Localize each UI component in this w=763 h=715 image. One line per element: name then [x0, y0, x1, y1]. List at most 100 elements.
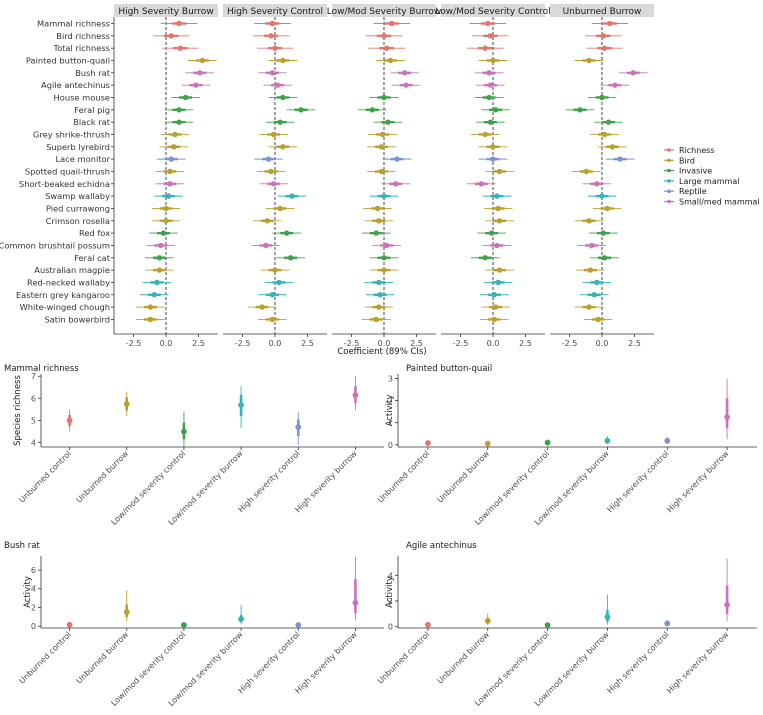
y-label-swamp-wallaby: Swamp wallaby — [45, 191, 110, 201]
estimate-point — [487, 33, 494, 39]
estimate-point — [496, 267, 503, 273]
estimate-point — [381, 33, 387, 39]
x-tick-label: 2.5 — [192, 339, 205, 348]
estimate-point — [182, 94, 189, 101]
estimate-point — [491, 292, 497, 298]
legend-key-point — [667, 189, 671, 193]
estimate-point — [478, 181, 484, 187]
y-tick-label: 2 — [388, 597, 393, 606]
strip-background — [223, 4, 327, 17]
estimate-point — [176, 119, 182, 125]
legend-key-point — [667, 168, 671, 173]
x-tick-label: Unburned burrow — [75, 449, 131, 505]
forest-panel-5: Unburned Burrow -2.5 0.0 2.5 — [550, 4, 654, 348]
y-tick-label: 4 — [388, 571, 393, 580]
estimate-point — [376, 279, 382, 286]
legend-item-bird: Bird — [679, 156, 695, 165]
legend-item-small-med-mammal: Small/med mammal — [679, 198, 760, 207]
estimate-point — [193, 82, 199, 88]
y-tick-label: 6 — [31, 394, 36, 403]
y-tick-label: 2 — [31, 603, 36, 612]
forest-panel-2: High Severity Control -2.5 0.0 2.5 — [223, 4, 327, 348]
estimate-point — [496, 218, 503, 224]
estimate-point — [167, 181, 173, 187]
estimate-point — [393, 181, 399, 187]
y-axis-title: Activity — [385, 576, 395, 608]
estimate-point — [489, 230, 495, 236]
y-label-mammal-richness: Mammal richness — [37, 19, 110, 29]
x-tick-label: High severity control — [236, 449, 301, 514]
estimate-point — [199, 57, 206, 64]
estimate-point — [403, 82, 409, 88]
y-label-satin-bowerbird: Satin bowerbird — [44, 314, 110, 324]
x-tick-label: -2.5 — [344, 339, 360, 348]
estimate-point — [277, 205, 283, 212]
estimate-point — [601, 131, 608, 138]
y-axis-title: Activity — [23, 576, 33, 608]
y-tick-label: 0 — [388, 623, 393, 632]
y-tick-label: 6 — [31, 566, 36, 575]
estimate-point — [594, 279, 600, 286]
estimate-point — [172, 131, 178, 138]
panel-strip-label: High Severity Burrow — [118, 7, 213, 17]
estimate-point — [604, 205, 610, 212]
estimate-point — [171, 144, 177, 150]
estimate-point — [492, 304, 499, 310]
estimate-point — [494, 242, 500, 249]
strip-background — [332, 4, 436, 17]
estimate-point — [280, 94, 286, 101]
estimate-point — [490, 156, 496, 162]
x-tick-label: High severity control — [605, 449, 670, 514]
estimate-point — [383, 242, 390, 249]
estimate-point — [274, 82, 281, 88]
estimate-point — [271, 181, 277, 187]
estimate-point — [402, 70, 408, 76]
forest-panel-1: High Severity Burrow -2.5 0.0 2.5 — [114, 4, 218, 348]
estimate-point — [287, 255, 294, 261]
y-label-superb-lyrebird: Superb lyrebird — [46, 142, 110, 152]
estimate-point — [587, 267, 593, 273]
estimate-point — [425, 440, 431, 446]
y-label-white-winged-chough: White-winged chough — [20, 302, 110, 312]
panel-title: Agile antechinus — [406, 541, 477, 551]
estimate-point — [496, 168, 503, 175]
legend-item-richness: Richness — [679, 146, 715, 155]
legend-item-reptile: Reptile — [679, 187, 707, 196]
legend-key-point — [667, 199, 671, 204]
estimate-point — [490, 144, 496, 150]
estimate-point — [604, 437, 611, 444]
x-tick-label: 2.5 — [628, 339, 641, 348]
x-tick-label: Unburned control — [17, 449, 73, 505]
x-tick-label: -2.5 — [235, 339, 251, 348]
estimate-point — [664, 620, 671, 627]
x-tick-label: 2.5 — [410, 339, 423, 348]
estimate-point — [276, 279, 282, 286]
legend-key-point — [667, 158, 671, 163]
estimate-point — [295, 424, 302, 430]
estimate-point — [605, 119, 612, 125]
estimate-point — [482, 131, 488, 138]
y-label-feral-pig: Feral pig — [74, 105, 110, 115]
estimate-point — [378, 144, 385, 150]
panel-title: Mammal richness — [4, 364, 79, 374]
x-tick-label: Unburned burrow — [75, 630, 131, 686]
strip-background — [114, 4, 218, 17]
estimate-point — [486, 70, 492, 76]
estimate-point — [381, 193, 387, 199]
estimate-point — [604, 614, 611, 620]
estimate-point — [490, 57, 496, 64]
x-tick-label: -2.5 — [562, 339, 578, 348]
y-tick-label: 0 — [31, 622, 36, 631]
estimate-point — [269, 316, 276, 323]
estimate-point — [263, 242, 269, 249]
estimate-point — [160, 230, 167, 236]
estimate-point — [177, 45, 183, 51]
estimate-point — [238, 616, 244, 623]
y-label-feral-cat: Feral cat — [74, 253, 111, 263]
estimate-point — [381, 267, 387, 273]
estimate-point — [586, 304, 592, 310]
estimate-point — [486, 94, 492, 101]
x-tick-label: High severity burrow — [665, 449, 731, 515]
